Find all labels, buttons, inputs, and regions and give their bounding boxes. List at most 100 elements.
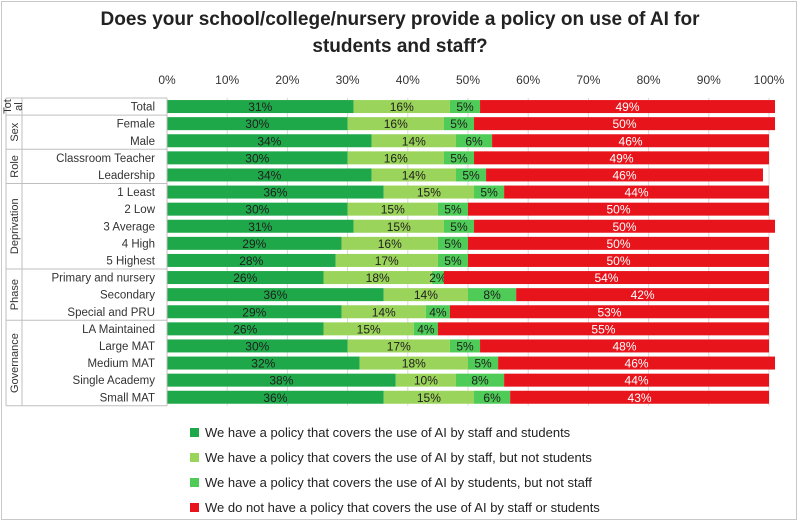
category-label: Medium MAT	[87, 358, 155, 370]
data-label: 46%	[619, 134, 643, 148]
data-label: 5%	[456, 339, 474, 353]
data-label: 43%	[628, 391, 652, 405]
chart-title: Does your school/college/nursery provide…	[0, 6, 800, 60]
data-label: 15%	[387, 220, 411, 234]
bar-segment	[167, 168, 372, 182]
bar-segment	[443, 219, 475, 233]
data-label: 50%	[606, 203, 630, 217]
legend-label: We have a policy that covers the use of …	[205, 450, 592, 465]
data-label: 44%	[625, 186, 649, 200]
data-label: 54%	[594, 271, 618, 285]
category-label: Secondary	[100, 290, 155, 302]
data-label: 26%	[233, 322, 257, 336]
data-label: 49%	[616, 100, 640, 114]
bar-segment	[474, 185, 505, 199]
data-label: 30%	[245, 203, 269, 217]
data-label: 6%	[465, 134, 483, 148]
data-label: 2%	[429, 271, 447, 285]
bar-segment	[437, 322, 769, 336]
bar-segment	[323, 271, 432, 285]
x-tick-label: 60%	[516, 73, 540, 87]
bar-segment	[474, 117, 776, 131]
bar-segment	[480, 100, 776, 114]
bar-segment	[383, 288, 468, 302]
data-label: 5%	[450, 220, 468, 234]
bar-segment	[486, 168, 763, 182]
data-label: 18%	[402, 357, 426, 371]
data-label: 5%	[444, 254, 462, 268]
data-label: 10%	[414, 374, 438, 388]
data-label: 16%	[378, 237, 402, 251]
data-label: 17%	[387, 339, 411, 353]
bar-segment	[449, 100, 481, 114]
data-label: 8%	[471, 374, 489, 388]
category-label: Classroom Teacher	[56, 153, 155, 165]
bar-segment	[167, 219, 354, 233]
data-label: 30%	[245, 339, 269, 353]
bar-segment	[474, 219, 776, 233]
bar-segment	[383, 185, 475, 199]
bar-segment	[431, 271, 444, 285]
legend-item: We have a policy that covers the use of …	[190, 445, 750, 470]
data-label: 8%	[483, 288, 501, 302]
bar-segment	[468, 356, 499, 370]
data-label: 15%	[417, 391, 441, 405]
data-label: 6%	[483, 391, 501, 405]
bar-segment	[167, 117, 348, 131]
data-label: 31%	[248, 100, 272, 114]
bar-segment	[167, 271, 324, 285]
chart-title-line-1: Does your school/college/nursery provide…	[100, 9, 700, 30]
bar-segment	[167, 151, 348, 165]
x-tick-label: 0%	[158, 73, 176, 87]
category-label: 1 Least	[117, 187, 156, 199]
category-label: 2 Low	[124, 204, 155, 216]
bar-segment	[449, 305, 769, 319]
data-label: 36%	[263, 186, 287, 200]
category-label: Single Academy	[73, 375, 156, 387]
bar-segment	[353, 219, 444, 233]
data-label: 50%	[606, 254, 630, 268]
bar-segment	[347, 117, 444, 131]
bar-segment	[498, 356, 776, 370]
x-tick-label: 20%	[275, 73, 299, 87]
bar-segment	[455, 168, 487, 182]
legend-swatch	[190, 478, 199, 487]
data-label: 38%	[269, 374, 293, 388]
bar-segment	[468, 288, 517, 302]
data-label: 5%	[480, 186, 498, 200]
bar-segment	[371, 134, 456, 148]
group-label: Phase	[9, 279, 21, 310]
group-label: Sex	[9, 122, 21, 141]
bar-segment	[443, 117, 475, 131]
bar-segment	[468, 236, 769, 250]
data-label: 32%	[251, 357, 275, 371]
data-label: 16%	[390, 100, 414, 114]
data-label: 48%	[613, 339, 637, 353]
bar-segment	[474, 151, 769, 165]
bar-segment	[437, 236, 468, 250]
bar-segment	[167, 322, 324, 336]
category-label: Total	[131, 102, 155, 114]
bar-segment	[323, 322, 414, 336]
bar-segment	[341, 305, 426, 319]
bar-segment	[167, 339, 348, 353]
legend-label: We have a policy that covers the use of …	[205, 475, 592, 490]
bar-segment	[347, 151, 444, 165]
data-label: 53%	[597, 305, 621, 319]
category-label: Male	[130, 136, 155, 148]
bar-segment	[167, 134, 372, 148]
group-label: Governance	[9, 333, 21, 393]
bar-segment	[455, 373, 505, 387]
legend-item: We have a policy that covers the use of …	[190, 470, 750, 495]
bar-segment	[335, 253, 438, 267]
x-tick-label: 90%	[697, 73, 721, 87]
bar-segment	[413, 322, 438, 336]
data-label: 4%	[429, 305, 447, 319]
data-label: 28%	[239, 254, 263, 268]
x-tick-label: 50%	[456, 73, 480, 87]
data-label: 5%	[456, 100, 474, 114]
data-label: 44%	[625, 374, 649, 388]
data-label: 5%	[462, 168, 480, 182]
